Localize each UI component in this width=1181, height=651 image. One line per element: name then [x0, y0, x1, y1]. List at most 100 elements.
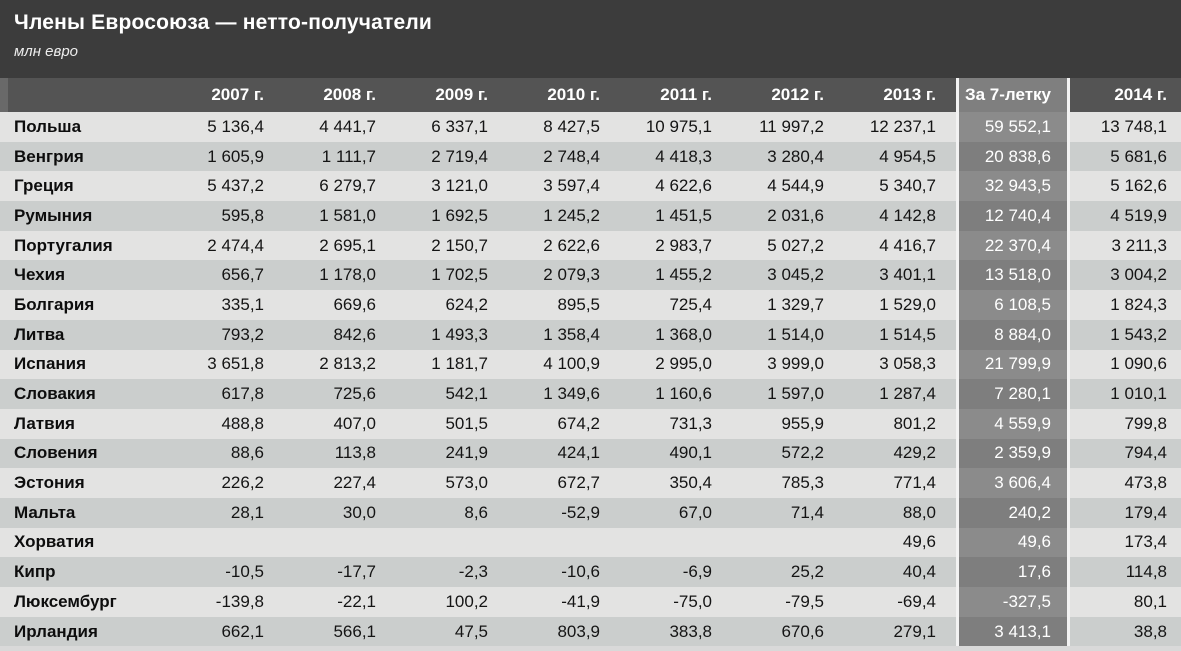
left-margin-cell [0, 497, 8, 528]
column-header-2010: 2010 г. [508, 78, 620, 112]
value-cell: 1 702,5 [396, 260, 508, 291]
data-table: 2007 г. 2008 г. 2009 г. 2010 г. 2011 г. … [0, 78, 1181, 647]
country-cell: Латвия [8, 408, 172, 439]
value-cell: 241,9 [396, 438, 508, 469]
value-cell: -10,6 [508, 557, 620, 587]
value-cell: 49,6 [844, 527, 956, 558]
table-row: Словакия 617,8 725,6 542,1 1 349,6 1 160,6 1 5… [0, 379, 1181, 409]
country-cell: Эстония [8, 468, 172, 498]
value-cell: 3 280,4 [732, 141, 844, 172]
value-cell: 1 455,2 [620, 260, 732, 291]
value-cell: -22,1 [284, 587, 396, 617]
value-cell: 71,4 [732, 497, 844, 528]
value-cell: 2 150,7 [396, 230, 508, 261]
value-cell: 2 079,3 [508, 260, 620, 291]
table-row: Болгария 335,1 669,6 624,2 895,5 725,4 1 329,7… [0, 290, 1181, 320]
country-cell: Венгрия [8, 141, 172, 172]
value-cell: 5 437,2 [172, 171, 284, 202]
value-cell: 5 162,6 [1070, 171, 1181, 202]
value-cell: 40,4 [844, 557, 956, 587]
value-cell: 895,5 [508, 290, 620, 320]
value-cell: 725,4 [620, 290, 732, 320]
title-block: Члены Евросоюза — нетто-получатели млн е… [0, 0, 1181, 78]
value-cell: 4 416,7 [844, 230, 956, 261]
table-row: Словения 88,6 113,8 241,9 424,1 490,1 572,2 429… [0, 438, 1181, 469]
table-row: Кипр -10,5 -17,7 -2,3 -10,6 -6,9 25,2 40,4 17,6 1… [0, 557, 1181, 587]
value-cell [172, 527, 284, 558]
value-cell: -75,0 [620, 587, 732, 617]
value-cell: -6,9 [620, 557, 732, 587]
left-margin-cell [0, 319, 8, 350]
country-cell: Болгария [8, 290, 172, 320]
country-cell: Кипр [8, 557, 172, 587]
value-cell: 2 813,2 [284, 349, 396, 380]
value-cell: 573,0 [396, 468, 508, 498]
value-cell: 1 493,3 [396, 319, 508, 350]
value-cell: 20 838,6 [956, 141, 1070, 172]
left-margin-cell [0, 260, 8, 291]
value-cell: -10,5 [172, 557, 284, 587]
table-row: Ирландия 662,1 566,1 47,5 803,9 383,8 670,6 279… [0, 616, 1181, 647]
value-cell: 4 418,3 [620, 141, 732, 172]
value-cell: 429,2 [844, 438, 956, 469]
value-cell: 240,2 [956, 497, 1070, 528]
table-row: Хорватия 49,6 49,6 173,4 [0, 527, 1181, 558]
value-cell: -2,3 [396, 557, 508, 587]
value-cell: 5 681,6 [1070, 141, 1181, 172]
value-cell: 1 368,0 [620, 319, 732, 350]
left-margin-cell [0, 438, 8, 469]
value-cell: 1 581,0 [284, 201, 396, 231]
left-margin-cell [0, 290, 8, 320]
value-cell: 12 237,1 [844, 112, 956, 142]
value-cell: 801,2 [844, 408, 956, 439]
value-cell: -17,7 [284, 557, 396, 587]
value-cell: 4 544,9 [732, 171, 844, 202]
value-cell: 656,7 [172, 260, 284, 291]
value-cell: 59 552,1 [956, 112, 1070, 142]
left-margin-cell [0, 201, 8, 231]
value-cell: 490,1 [620, 438, 732, 469]
table-row: Румыния 595,8 1 581,0 1 692,5 1 245,2 1 451,5… [0, 201, 1181, 231]
value-cell: 1 358,4 [508, 319, 620, 350]
value-cell: 3 606,4 [956, 468, 1070, 498]
value-cell: 22 370,4 [956, 230, 1070, 261]
value-cell: 25,2 [732, 557, 844, 587]
value-cell: 1 111,7 [284, 141, 396, 172]
value-cell: 8 884,0 [956, 319, 1070, 350]
value-cell: 2 031,6 [732, 201, 844, 231]
value-cell: 3 121,0 [396, 171, 508, 202]
country-column-header [8, 78, 172, 112]
column-header-7year-total: За 7-летку [956, 78, 1070, 112]
value-cell: 2 983,7 [620, 230, 732, 261]
country-cell: Румыния [8, 201, 172, 231]
left-margin-cell [0, 468, 8, 498]
value-cell: 794,4 [1070, 438, 1181, 469]
data-table-area: 2007 г. 2008 г. 2009 г. 2010 г. 2011 г. … [0, 78, 1181, 651]
left-margin-cell [0, 230, 8, 261]
value-cell [732, 527, 844, 558]
column-header-2009: 2009 г. [396, 78, 508, 112]
left-margin-cell [0, 527, 8, 558]
value-cell: 662,1 [172, 616, 284, 647]
units-label: млн евро [14, 43, 79, 60]
country-cell: Греция [8, 171, 172, 202]
value-cell: 4 954,5 [844, 141, 956, 172]
country-cell: Люксембург [8, 587, 172, 617]
value-cell: 8,6 [396, 497, 508, 528]
value-cell: 1 543,2 [1070, 319, 1181, 350]
value-cell: 672,7 [508, 468, 620, 498]
value-cell: 4 100,9 [508, 349, 620, 380]
value-cell [620, 527, 732, 558]
value-cell: 674,2 [508, 408, 620, 439]
value-cell: 2 474,4 [172, 230, 284, 261]
value-cell: 47,5 [396, 616, 508, 647]
value-cell: 179,4 [1070, 497, 1181, 528]
value-cell: 21 799,9 [956, 349, 1070, 380]
table-row: Люксембург -139,8 -22,1 100,2 -41,9 -75,0 -79,… [0, 587, 1181, 617]
value-cell: 2 359,9 [956, 438, 1070, 469]
value-cell: 473,8 [1070, 468, 1181, 498]
table-body: Польша 5 136,4 4 441,7 6 337,1 8 427,5 10 975… [0, 112, 1181, 647]
value-cell: -41,9 [508, 587, 620, 617]
value-cell: 1 245,2 [508, 201, 620, 231]
table-row: Латвия 488,8 407,0 501,5 674,2 731,3 955,9 801,… [0, 408, 1181, 439]
